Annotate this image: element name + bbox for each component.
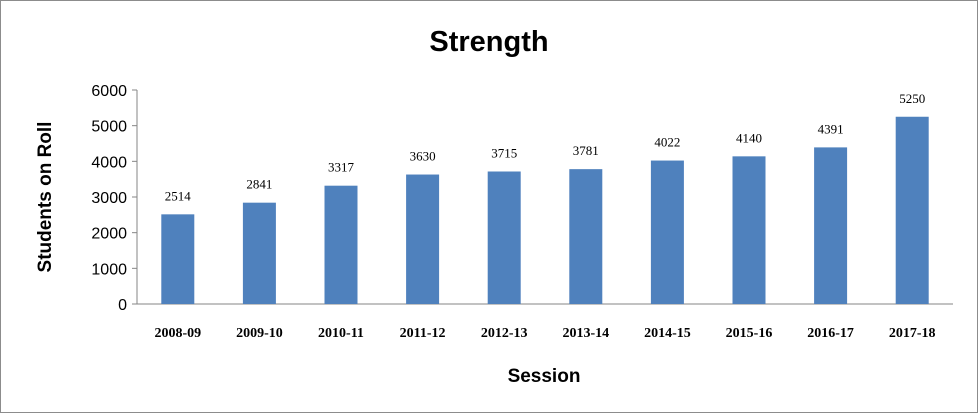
y-tick-label: 6000 (91, 83, 127, 100)
y-tick-label: 4000 (91, 154, 127, 171)
bar (324, 185, 358, 304)
bar-value-label: 4022 (654, 135, 680, 150)
x-tick-label: 2008-09 (154, 326, 201, 341)
bar-value-label: 2841 (246, 177, 272, 192)
bar-value-label: 3781 (573, 143, 599, 158)
bar (650, 160, 684, 304)
y-tick-label: 1000 (91, 261, 127, 278)
x-tick-label: 2015-16 (726, 326, 773, 341)
bar (814, 147, 848, 304)
y-axis-ticks: 0 1000 2000 3000 4000 5000 6000 (91, 83, 137, 314)
bar (895, 116, 929, 304)
x-tick-label: 2009-10 (236, 326, 283, 341)
bar-series (161, 116, 929, 304)
x-tick-label: 2016-17 (807, 326, 854, 341)
chart-title: Strength (429, 26, 548, 58)
bar (242, 202, 276, 304)
y-axis-title: Students on Roll (35, 122, 56, 273)
x-tick-label: 2012-13 (481, 326, 528, 341)
bar-value-label: 3715 (491, 145, 517, 160)
bar-value-label: 4140 (736, 130, 762, 145)
x-axis-title: Session (508, 366, 581, 387)
bar (732, 156, 766, 304)
data-labels: 2514 2841 3317 3630 3715 3781 4022 4140 4391 5250 (165, 91, 925, 204)
bar-value-label: 5250 (899, 91, 925, 106)
x-tick-label: 2013-14 (562, 326, 609, 341)
y-tick-label: 5000 (91, 119, 127, 136)
bar-value-label: 2514 (165, 188, 192, 203)
y-tick-label: 3000 (91, 190, 127, 207)
bar (406, 174, 440, 304)
bar-value-label: 4391 (818, 121, 844, 136)
bar (487, 171, 521, 304)
x-tick-label: 2014-15 (644, 326, 691, 341)
y-tick-label: 2000 (91, 226, 127, 243)
x-tick-label: 2011-12 (400, 326, 446, 341)
x-tick-label: 2010-11 (318, 326, 364, 341)
bar (161, 214, 195, 304)
x-tick-label: 2017-18 (889, 326, 936, 341)
bar-value-label: 3317 (328, 160, 355, 175)
x-axis-tick-labels: 2008-09 2009-10 2010-11 2011-12 2012-13 2013-… (154, 326, 935, 341)
y-tick-label: 0 (118, 297, 127, 314)
bar-value-label: 3630 (410, 149, 436, 164)
bar (569, 169, 603, 304)
